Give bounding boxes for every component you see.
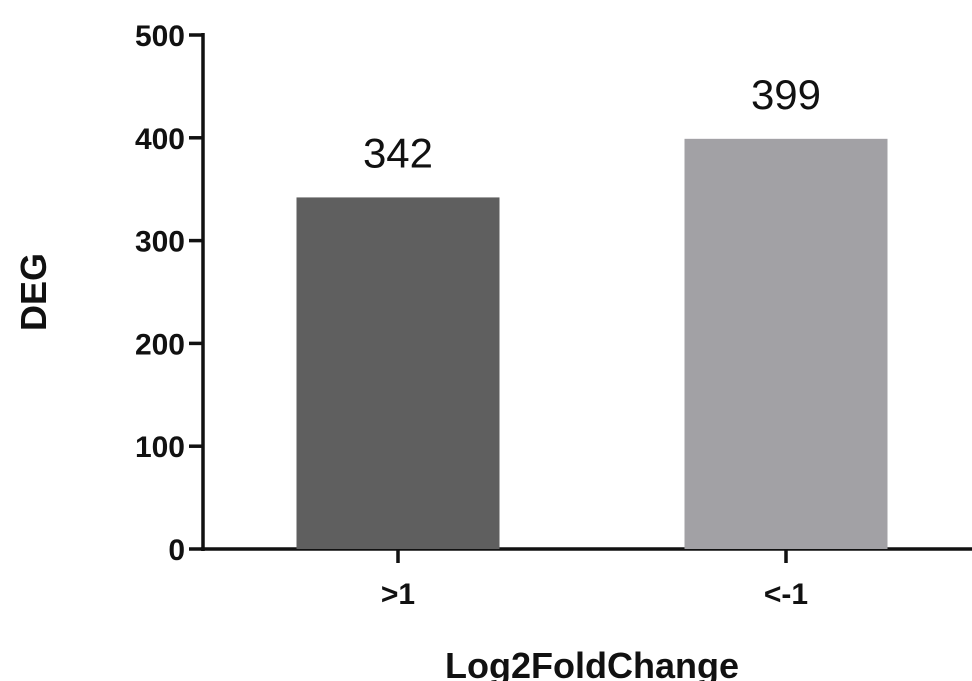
y-tick-label-100: 100 <box>135 431 185 464</box>
x-axis: >1 <-1 <box>201 547 972 611</box>
bars <box>296 138 888 549</box>
x-tick-label-0: >1 <box>381 578 415 611</box>
y-axis: 0 100 200 300 400 500 <box>135 20 205 567</box>
y-axis-title: DEG <box>13 253 54 331</box>
y-tick-label-300: 300 <box>135 226 185 259</box>
y-tick-label-0: 0 <box>168 534 185 567</box>
bar-0 <box>296 197 500 549</box>
y-tick-label-200: 200 <box>135 328 185 361</box>
x-tick-label-1: <-1 <box>764 578 808 611</box>
y-tick-label-400: 400 <box>135 123 185 156</box>
y-tick-label-500: 500 <box>135 20 185 53</box>
data-label-1: 399 <box>751 71 821 118</box>
x-axis-title: Log2FoldChange <box>445 645 739 681</box>
data-label-0: 342 <box>363 129 433 176</box>
bar-1 <box>684 138 888 549</box>
data-labels: 342 399 <box>363 71 821 177</box>
